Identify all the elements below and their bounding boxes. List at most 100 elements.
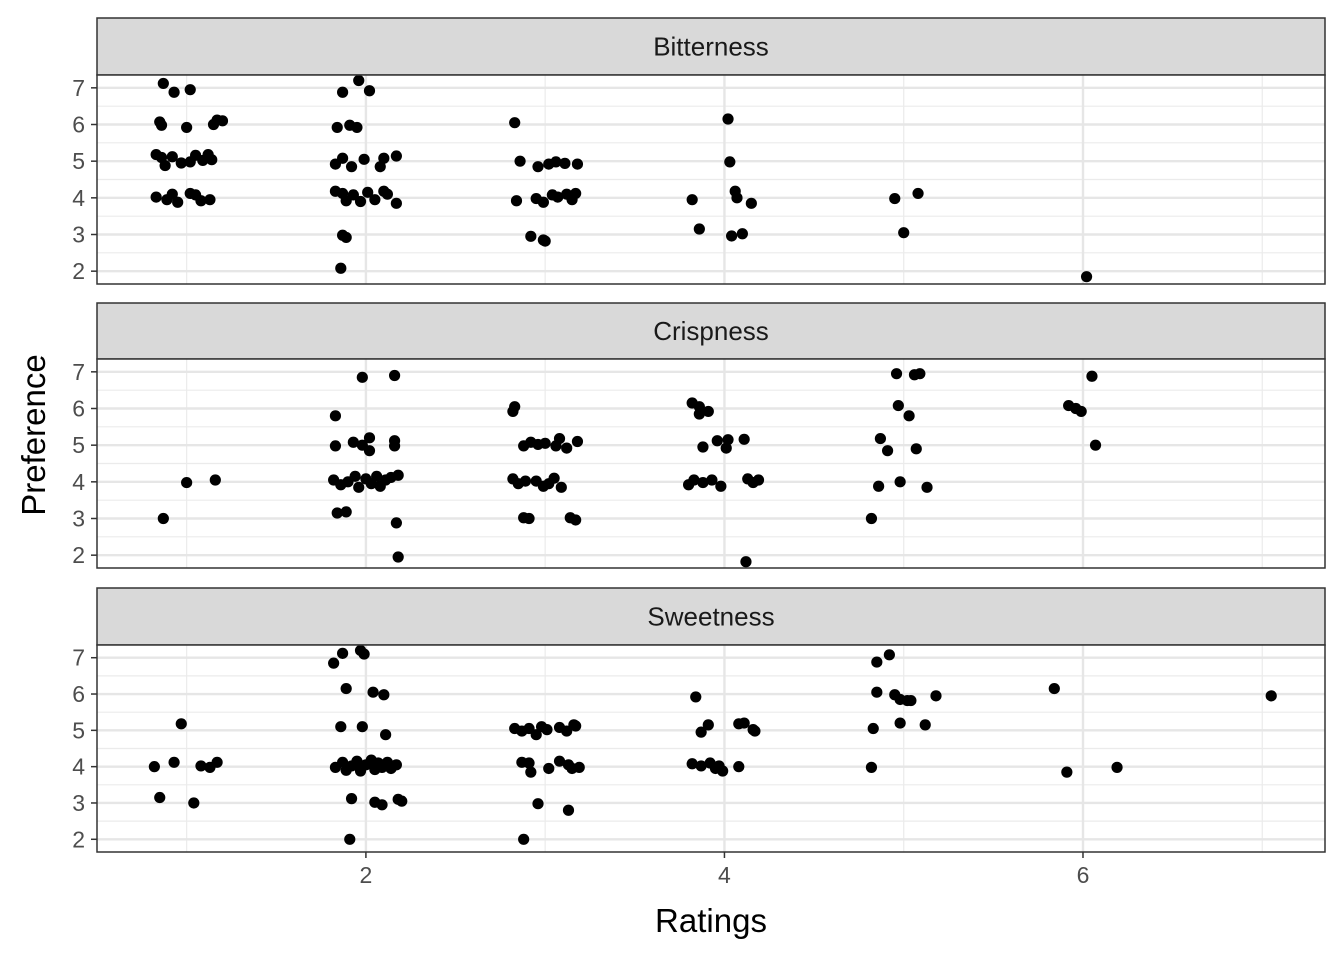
y-tick-label: 2	[72, 542, 85, 568]
data-point	[345, 161, 358, 173]
data-point	[509, 117, 521, 129]
data-point	[867, 722, 879, 735]
data-point	[717, 765, 729, 777]
data-point	[159, 159, 171, 172]
data-point	[695, 760, 707, 772]
data-point	[874, 432, 887, 445]
data-point	[168, 86, 180, 98]
facet-panel-crispness: Crispness 2 3 4 5 6 7	[72, 302, 1326, 569]
data-point	[209, 474, 221, 486]
data-point	[570, 720, 582, 732]
y-tick-label: 3	[72, 222, 85, 248]
data-point	[722, 113, 734, 125]
y-tick-label: 2	[72, 826, 85, 852]
data-point	[188, 797, 200, 809]
data-point	[1080, 271, 1093, 283]
panel-border	[96, 74, 1326, 285]
data-point	[388, 369, 401, 382]
data-point	[892, 399, 904, 412]
y-tick-label: 5	[72, 717, 85, 743]
data-point	[157, 77, 169, 90]
data-point	[363, 85, 376, 97]
data-point	[523, 512, 535, 525]
data-point	[905, 694, 917, 707]
panels-layer: Bitterness234567Crispness234567Sweetness…	[72, 17, 1326, 888]
data-point	[894, 476, 906, 488]
data-point	[697, 441, 709, 453]
data-point	[749, 725, 761, 737]
data-point	[539, 235, 551, 247]
y-tick-label: 6	[72, 681, 85, 707]
data-point	[548, 472, 560, 484]
data-point	[881, 445, 894, 457]
panel-border	[96, 644, 1326, 853]
data-point	[392, 469, 404, 481]
data-point	[175, 157, 187, 169]
data-point	[530, 729, 542, 741]
data-point	[1265, 690, 1277, 702]
data-point	[688, 474, 700, 486]
data-point	[351, 121, 363, 134]
data-point	[155, 119, 168, 131]
data-point	[1111, 761, 1123, 773]
data-point	[910, 443, 922, 455]
data-point	[1061, 766, 1073, 778]
data-point	[358, 153, 370, 165]
data-point	[380, 729, 392, 741]
data-point	[873, 480, 885, 492]
data-point	[559, 157, 571, 169]
data-point	[1048, 682, 1060, 695]
data-point	[731, 192, 743, 204]
data-point	[369, 194, 381, 206]
data-point	[154, 791, 166, 804]
data-point	[695, 726, 707, 738]
data-point	[381, 188, 394, 200]
data-point	[693, 408, 705, 420]
data-point	[519, 475, 532, 487]
data-point	[525, 230, 537, 242]
data-point	[172, 196, 184, 208]
y-tick-label: 5	[72, 432, 85, 458]
data-point	[347, 436, 359, 448]
facet-strip	[96, 587, 1326, 646]
panel-border	[96, 358, 1326, 569]
data-point	[720, 442, 732, 454]
data-point	[335, 262, 347, 274]
data-point	[195, 195, 207, 207]
data-point	[715, 480, 727, 492]
data-point	[378, 152, 390, 164]
data-point	[363, 432, 376, 444]
data-point	[543, 762, 555, 775]
data-point	[1089, 439, 1102, 451]
data-point	[561, 442, 573, 454]
data-point	[509, 401, 521, 413]
data-point	[204, 194, 216, 206]
facet-strip	[96, 302, 1326, 360]
data-point	[331, 507, 343, 519]
data-point	[889, 192, 901, 205]
y-tick-label: 6	[72, 396, 85, 422]
data-point	[337, 647, 349, 659]
data-point	[539, 437, 551, 449]
data-point	[371, 470, 383, 482]
data-point	[690, 691, 702, 703]
data-point	[571, 158, 584, 170]
data-point	[706, 474, 718, 486]
data-point	[390, 517, 402, 529]
data-point	[553, 755, 566, 767]
data-point	[157, 512, 169, 525]
data-point	[552, 191, 564, 203]
data-point	[693, 223, 705, 235]
data-point	[184, 84, 196, 96]
data-point	[166, 188, 178, 200]
data-point	[570, 514, 582, 526]
y-tick-label: 4	[72, 754, 85, 780]
data-point	[340, 231, 352, 244]
data-point	[345, 793, 358, 805]
data-point	[390, 150, 402, 162]
data-point	[207, 118, 220, 131]
data-point	[216, 115, 229, 127]
data-point	[349, 470, 361, 482]
data-point	[150, 191, 162, 203]
